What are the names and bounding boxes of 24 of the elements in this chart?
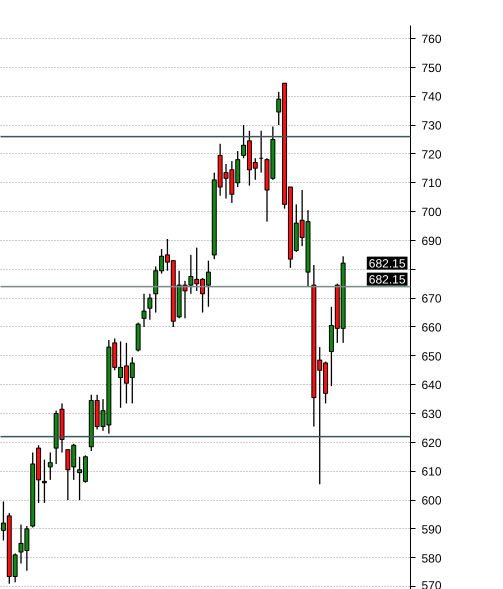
y-tick-label: 730 — [422, 118, 442, 133]
y-tick-label: 760 — [422, 32, 442, 46]
candlestick — [48, 452, 53, 481]
y-tick-label: 590 — [422, 522, 442, 536]
y-tick-label: 720 — [422, 147, 442, 162]
y-tick-label: 630 — [422, 407, 442, 422]
y-tick-label: 700 — [422, 205, 442, 220]
y-tick-label: 740 — [422, 90, 442, 104]
y-tick-label: 750 — [422, 60, 442, 75]
annotation: 682.15 — [368, 272, 406, 287]
y-tick-label: 580 — [422, 551, 442, 566]
y-tick-label: 600 — [422, 494, 442, 508]
y-tick-label: 640 — [422, 378, 442, 392]
y-tick-label: 650 — [422, 349, 442, 364]
y-tick-label: 670 — [422, 292, 442, 306]
y-tick-label: 710 — [422, 176, 442, 190]
candlestick — [42, 459, 47, 504]
annotation: 682.15 — [368, 256, 406, 271]
candlestick — [142, 293, 146, 328]
candlestick — [147, 293, 152, 320]
y-tick-label: 660 — [422, 320, 442, 334]
y-tick-label: 610 — [422, 464, 442, 479]
y-tick-label: 620 — [422, 436, 442, 450]
y-tick-label: 690 — [422, 234, 442, 248]
